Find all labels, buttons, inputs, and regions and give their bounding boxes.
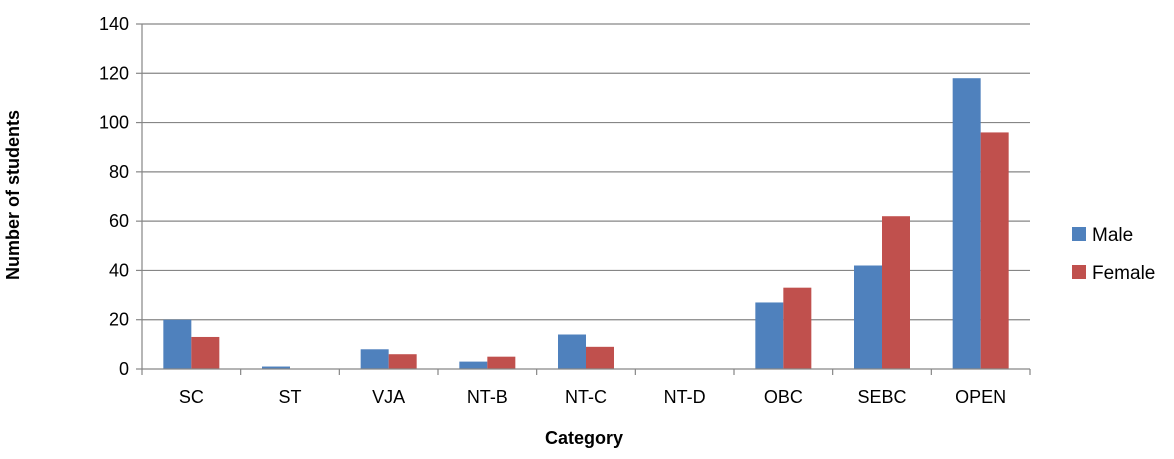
y-tick-label: 60 bbox=[109, 211, 129, 231]
x-tick-label: NT-C bbox=[565, 387, 607, 407]
legend-swatch-male bbox=[1072, 227, 1086, 241]
y-tick-label: 20 bbox=[109, 310, 129, 330]
bars bbox=[163, 78, 1009, 369]
bar-male-st bbox=[262, 366, 290, 369]
y-tick-label: 120 bbox=[99, 63, 129, 83]
bar-male-sebc bbox=[854, 265, 882, 369]
y-tick-label: 140 bbox=[99, 14, 129, 34]
y-tick-label: 100 bbox=[99, 113, 129, 133]
x-axis-title: Category bbox=[545, 428, 623, 448]
y-tick-label: 80 bbox=[109, 162, 129, 182]
bar-male-vja bbox=[360, 349, 389, 369]
bar-female-open bbox=[980, 132, 1009, 369]
x-tick-label: NT-D bbox=[664, 387, 706, 407]
tick-labels: 0 20 40 60 80 100 120 140 SC ST VJA NT-B NT-C NT-D OBC… bbox=[99, 14, 1006, 407]
legend-swatch-female bbox=[1072, 265, 1086, 279]
axes bbox=[136, 23, 1031, 375]
x-tick-label: OBC bbox=[764, 387, 803, 407]
legend-label-male: Male bbox=[1092, 225, 1133, 246]
bar-female-nt-c bbox=[586, 346, 614, 369]
bar-male-obc bbox=[755, 302, 784, 369]
bar-male-sc bbox=[163, 319, 192, 369]
bar-female-nt-b bbox=[487, 356, 516, 369]
bar-male-open bbox=[952, 78, 981, 369]
bar-female-obc bbox=[783, 287, 812, 369]
bar-female-vja bbox=[388, 354, 417, 369]
x-tick-label: OPEN bbox=[955, 387, 1006, 407]
x-tick-label: NT-B bbox=[467, 387, 508, 407]
x-tick-label: SEBC bbox=[857, 387, 906, 407]
y-axis-title: Number of students bbox=[3, 110, 23, 280]
y-tick-label: 40 bbox=[109, 260, 129, 280]
x-tick-label: ST bbox=[278, 387, 301, 407]
gridlines bbox=[142, 23, 1030, 321]
legend-label-female: Female bbox=[1092, 263, 1155, 284]
bar-female-sc bbox=[191, 336, 220, 369]
bar-male-nt-b bbox=[459, 361, 488, 369]
bar-male-nt-c bbox=[558, 334, 586, 369]
bar-female-sebc bbox=[882, 216, 910, 369]
x-tick-label: VJA bbox=[372, 387, 405, 407]
legend: Male Female bbox=[1072, 225, 1155, 284]
x-tick-label: SC bbox=[179, 387, 204, 407]
y-tick-label: 0 bbox=[119, 359, 129, 379]
